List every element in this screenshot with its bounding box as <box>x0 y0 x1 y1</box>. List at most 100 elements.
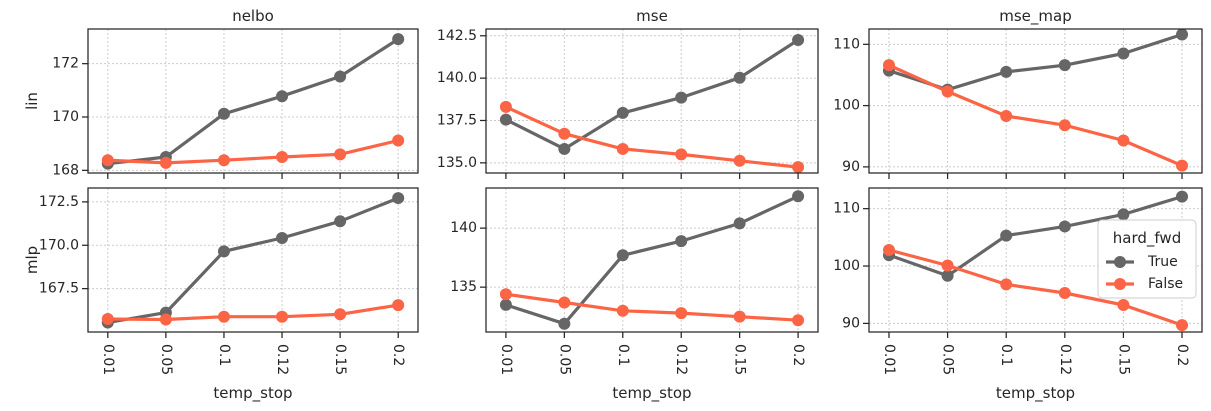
axes-frame <box>868 187 1203 333</box>
data-point-false <box>792 161 805 174</box>
axes-frame <box>485 187 819 333</box>
data-point-false <box>558 296 571 309</box>
y-tick-label: 135 <box>450 279 477 295</box>
data-point-false <box>276 151 289 163</box>
data-point-false <box>1000 110 1013 123</box>
data-point-true <box>1000 65 1013 78</box>
panel-lin-nelbo: 168 170 172 nelbo lin <box>23 7 419 179</box>
y-tick-label: 100 <box>833 258 860 274</box>
data-point-true <box>792 190 805 203</box>
data-point-true <box>1058 59 1071 72</box>
data-point-true <box>616 249 629 262</box>
y-tick-label: 110 <box>833 36 860 52</box>
series-line-true <box>505 38 799 151</box>
legend-title: hard_fwd <box>1113 229 1181 248</box>
data-point-true <box>733 71 746 84</box>
legend-label-true: True <box>1147 254 1178 270</box>
data-point-false <box>1058 119 1071 132</box>
panel-lin-mse: 135.0 137.5 140.0 142.5 mse <box>437 7 819 179</box>
data-point-false <box>392 134 405 147</box>
data-point-false <box>675 307 688 320</box>
data-point-true <box>941 269 954 282</box>
y-tick-label: 170 <box>52 109 79 125</box>
data-point-true <box>392 33 405 46</box>
x-tick-label: 0.05 <box>158 344 174 375</box>
x-tick-label: 0.01 <box>881 344 897 375</box>
data-point-false <box>499 288 512 301</box>
series-line-false <box>888 63 1183 168</box>
x-axis-label: temp_stop <box>996 384 1075 403</box>
series-line-true <box>107 37 400 166</box>
axes-frame <box>868 28 1203 174</box>
y-tick-label: 172.5 <box>39 194 79 210</box>
x-tick-label: 0.01 <box>100 344 116 375</box>
series-line-true <box>888 32 1183 92</box>
series-line-true <box>888 195 1183 278</box>
data-point-false <box>1058 286 1071 299</box>
series-line-false <box>505 292 799 322</box>
x-tick-label: 0.1 <box>998 344 1014 366</box>
y-tick-label: 168 <box>52 162 79 178</box>
data-point-false <box>334 148 347 161</box>
axes-frame <box>485 28 819 174</box>
data-point-true <box>792 34 805 47</box>
data-point-true <box>616 106 629 119</box>
x-axis-label: temp_stop <box>612 384 691 403</box>
panel-title: mse <box>636 7 668 25</box>
y-tick-label: 140 <box>450 220 477 236</box>
axes-frame <box>87 28 419 174</box>
data-point-true <box>733 217 746 230</box>
y-tick-label: 135.0 <box>437 155 477 171</box>
data-point-true <box>1000 229 1013 242</box>
data-point-true <box>1058 220 1071 233</box>
y-tick-label: 137.5 <box>437 112 477 128</box>
data-point-false <box>675 148 688 161</box>
legend-marker-true <box>1114 256 1126 268</box>
data-point-true <box>499 298 512 311</box>
data-point-false <box>941 259 954 272</box>
y-axis-label: lin <box>23 92 41 110</box>
legend: hard_fwd True False <box>1097 219 1197 299</box>
y-tick-label: 140.0 <box>437 70 477 86</box>
x-tick-label: 0.01 <box>498 344 514 375</box>
data-point-true <box>558 142 571 155</box>
y-tick-label: 90 <box>842 159 860 175</box>
data-point-true <box>217 245 230 258</box>
x-tick-label: 0.2 <box>390 344 406 366</box>
data-point-true <box>276 90 289 103</box>
x-tick-label: 0.1 <box>216 344 232 366</box>
series-line-false <box>888 248 1183 327</box>
data-point-false <box>334 308 347 321</box>
data-point-true <box>334 70 347 83</box>
x-tick-label: 0.05 <box>940 344 956 375</box>
data-point-false <box>1176 159 1189 172</box>
series-line-false <box>107 303 399 322</box>
data-point-true <box>499 113 512 126</box>
legend-box <box>1097 219 1197 299</box>
x-tick-label: 0.15 <box>332 344 348 375</box>
data-point-false <box>159 156 172 169</box>
x-tick-label: 0.05 <box>556 344 572 375</box>
data-point-true <box>675 235 688 248</box>
data-point-true <box>1117 208 1130 221</box>
data-point-false <box>101 312 114 325</box>
data-point-false <box>392 299 405 312</box>
data-point-true <box>276 231 289 244</box>
y-tick-label: 90 <box>842 315 860 331</box>
data-point-true <box>558 317 571 330</box>
data-point-true <box>675 91 688 104</box>
panel-title: mse_map <box>999 7 1071 26</box>
data-point-false <box>733 154 746 167</box>
data-point-false <box>1117 134 1130 147</box>
panel-mlp-nelbo: 0.01 0.05 0.1 0.12 0.15 0.2 167.5 170.0 172.5 tem… <box>23 187 419 403</box>
x-tick-label: 0.12 <box>1057 344 1073 375</box>
y-tick-label: 167.5 <box>39 281 79 297</box>
data-point-false <box>217 154 230 167</box>
data-point-true <box>392 192 405 205</box>
data-point-false <box>882 59 895 72</box>
series-line-false <box>107 138 399 165</box>
panel-title: nelbo <box>232 7 274 25</box>
axes-frame <box>87 187 419 333</box>
data-point-false <box>159 313 172 326</box>
